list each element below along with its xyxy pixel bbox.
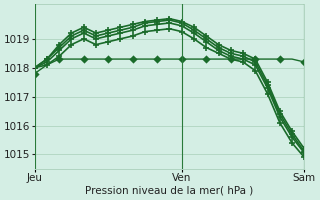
X-axis label: Pression niveau de la mer( hPa ): Pression niveau de la mer( hPa ): [85, 186, 254, 196]
